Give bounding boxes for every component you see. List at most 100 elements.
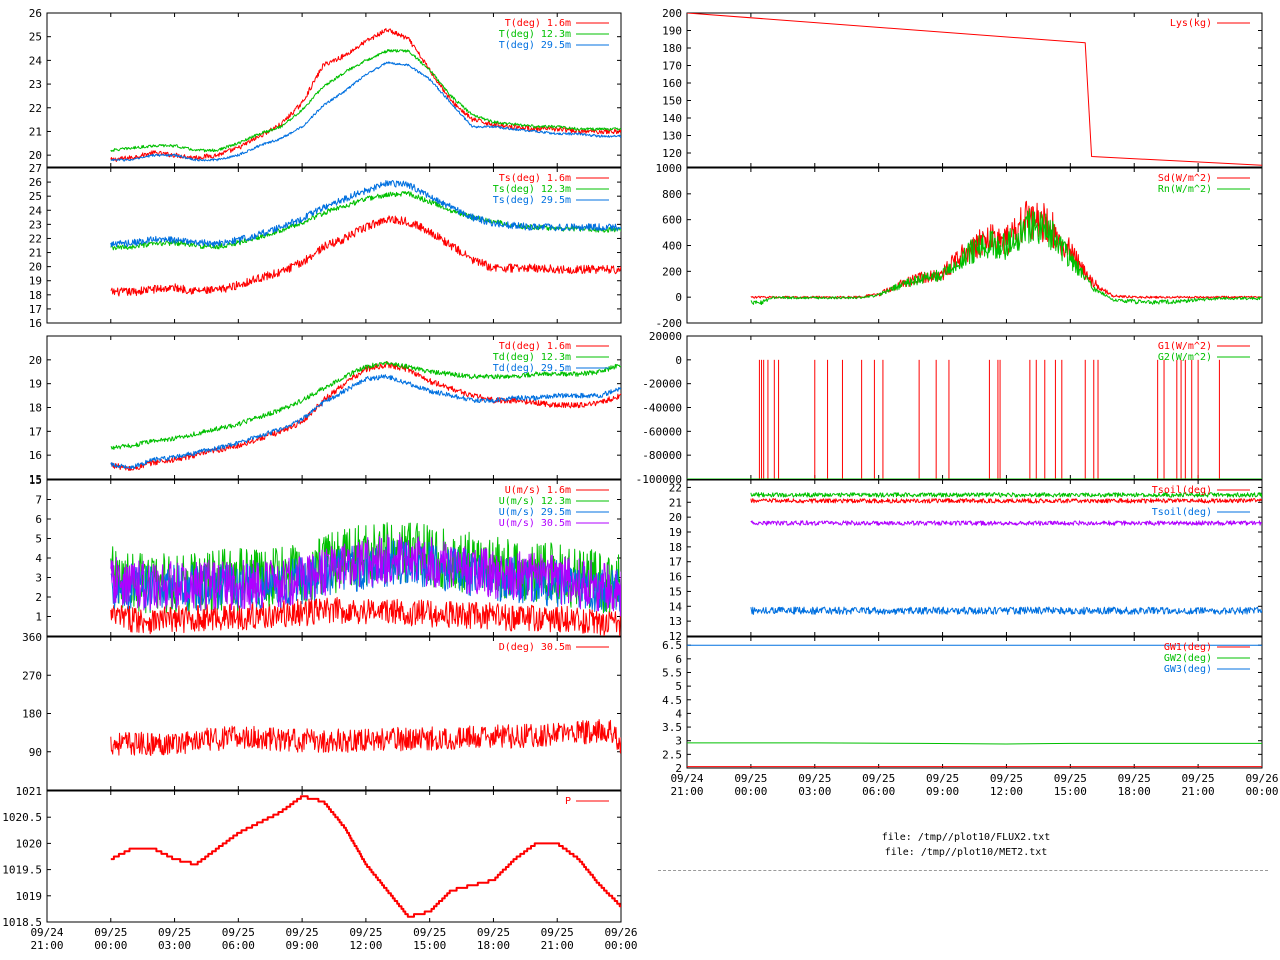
y-tick-label: 0 (675, 354, 682, 367)
legend-label: G1(W/m^2) (1158, 341, 1212, 352)
y-tick-label: 19 (669, 526, 682, 539)
y-tick-label: 600 (662, 214, 682, 227)
legend-label: G2(W/m^2) (1158, 352, 1212, 363)
y-tick-label: 360 (22, 631, 42, 644)
series-line (687, 13, 1262, 166)
legend-label: U(m/s) 30.5m (499, 518, 571, 529)
legend-label: T(deg) 12.3m (499, 29, 571, 40)
x-tick-label: 09/25 00:00 (94, 926, 127, 952)
panel-p: 1018.5 1019 1019.5 1020 1020.5 1021 09/24 21:00… (2, 785, 637, 952)
y-tick-label: 160 (662, 77, 682, 90)
plot-frame (46, 636, 622, 791)
legend-label: Rn(W/m^2) (1158, 184, 1212, 195)
y-tick-label: 12 (669, 630, 682, 643)
y-tick-label: -80000 (642, 449, 682, 462)
y-tick-label: 3 (675, 735, 682, 748)
y-tick-label: 1018.5 (2, 916, 42, 929)
series-line (110, 719, 621, 756)
y-tick-label: 1000 (656, 162, 683, 175)
y-tick-label: -20000 (642, 378, 682, 391)
y-tick-label: 24 (29, 54, 43, 67)
y-tick-label: 0 (675, 291, 682, 304)
y-tick-label: 20 (29, 261, 42, 274)
y-tick-label: 17 (29, 425, 42, 438)
legend-label: Ts(deg) 29.5m (493, 195, 571, 206)
y-tick-label: 2 (675, 762, 682, 775)
y-tick-label: 15 (29, 473, 42, 486)
legend-label: Tsoil(deg) (1152, 507, 1212, 518)
series-line (110, 61, 621, 162)
y-tick-label: 20000 (649, 330, 682, 343)
x-tick-label: 09/25 03:00 (158, 926, 191, 952)
y-tick-label: 23 (29, 218, 42, 231)
panel-u: 1 2 3 4 5 6 7 15 U(m/s) 1.6mU(m/s) 12.3mU(m/s) 2… (29, 474, 622, 637)
y-tick-label: 16 (29, 449, 42, 462)
y-tick-label: 180 (662, 42, 682, 55)
x-tick-label: 09/26 00:00 (604, 926, 637, 952)
legend-label: GW1(deg) (1164, 642, 1212, 653)
series-line (110, 534, 621, 617)
plot-frame (46, 167, 622, 324)
y-tick-label: 130 (662, 130, 682, 143)
y-tick-label: 5 (35, 533, 42, 546)
y-tick-label: 18 (29, 402, 42, 415)
panel-temp: 20 21 22 23 24 25 26 T(deg) 1.6mT(deg) 12.3mT(d… (29, 7, 622, 168)
y-tick-label: -200 (656, 317, 683, 330)
y-tick-label: 20 (669, 511, 682, 524)
x-tick-label: 09/25 18:00 (477, 926, 510, 952)
legend-label: P (565, 796, 571, 807)
y-tick-label: -60000 (642, 425, 682, 438)
series-line (110, 49, 621, 153)
y-tick-label: 7 (35, 494, 42, 507)
series-line (110, 596, 621, 636)
y-tick-label: 6 (675, 653, 682, 666)
y-tick-label: 5.5 (662, 666, 682, 679)
y-tick-label: 27 (29, 162, 42, 175)
y-tick-label: 4.5 (662, 694, 682, 707)
y-tick-label: 200 (662, 7, 682, 20)
y-tick-label: 16 (29, 317, 42, 330)
x-tick-label: 09/25 18:00 (1118, 772, 1151, 798)
x-tick-label: 09/26 00:00 (1245, 772, 1278, 798)
plot-frame (46, 790, 622, 923)
y-tick-label: 25 (29, 31, 42, 44)
y-tick-label: 22 (29, 102, 42, 115)
y-tick-label: 26 (29, 176, 42, 189)
y-tick-label: 17 (29, 303, 42, 316)
x-tick-label: 09/24 21:00 (670, 772, 703, 798)
y-tick-label: 21 (669, 496, 682, 509)
legend-label: T(deg) 1.6m (505, 18, 571, 29)
y-tick-label: 1019 (16, 890, 43, 903)
legend-label: GW2(deg) (1164, 653, 1212, 664)
series-line (110, 361, 621, 471)
y-tick-label: 270 (22, 669, 42, 682)
y-tick-label: 1020 (16, 837, 43, 850)
series-line (750, 498, 1262, 504)
x-tick-label: 09/25 09:00 (926, 772, 959, 798)
y-tick-label: 22 (669, 481, 682, 494)
y-tick-label: -40000 (642, 402, 682, 415)
panel-g: -100000 -80000 -60000 -40000 -20000 0 20000 G1(… (636, 330, 1263, 486)
x-tick-label: 09/25 06:00 (862, 772, 895, 798)
legend-label: GW3(deg) (1164, 664, 1212, 675)
y-tick-label: 20 (29, 354, 42, 367)
y-tick-label: 1021 (16, 785, 43, 798)
x-tick-label: 09/25 06:00 (222, 926, 255, 952)
y-tick-label: 24 (29, 204, 43, 217)
y-tick-label: 4 (35, 552, 42, 565)
y-tick-label: 170 (662, 60, 682, 73)
legend-label: U(m/s) 29.5m (499, 507, 571, 518)
y-tick-label: 200 (662, 265, 682, 278)
y-tick-label: 400 (662, 240, 682, 253)
y-tick-label: 17 (669, 556, 682, 569)
x-tick-label: 09/25 09:00 (286, 926, 319, 952)
x-tick-label: 09/25 15:00 (413, 926, 446, 952)
y-tick-label: 6.5 (662, 639, 682, 652)
legend-label: Ts(deg) 1.6m (499, 173, 571, 184)
y-tick-label: 1020.5 (2, 811, 42, 824)
y-tick-label: 4 (675, 707, 682, 720)
x-tick-label: 09/25 21:00 (1182, 772, 1215, 798)
y-tick-label: -100000 (636, 473, 682, 486)
